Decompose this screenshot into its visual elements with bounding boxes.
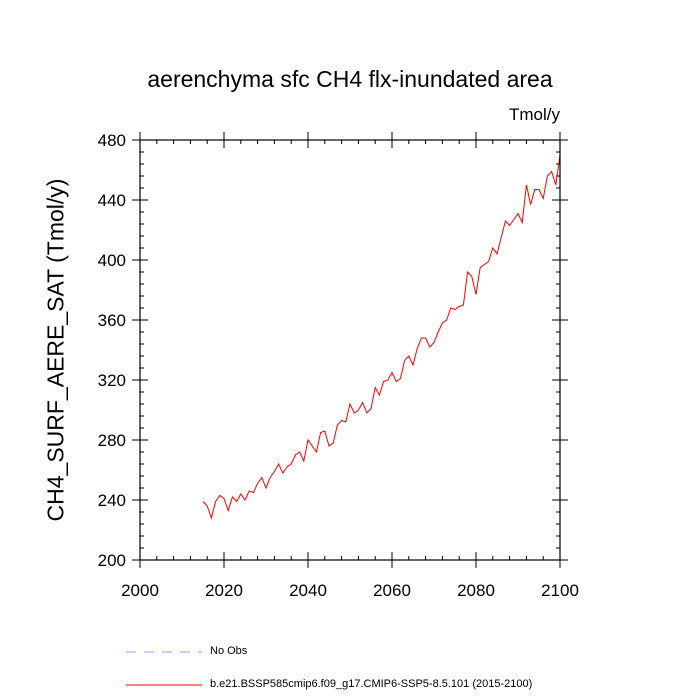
y-tick-label: 440 <box>98 191 126 210</box>
legend-label-model: b.e21.BSSP585cmip6.f09_g17.CMIP6-SSP5-8.… <box>210 678 533 690</box>
y-axis-label: CH4_SURF_AERE_SAT (Tmol/y) <box>42 178 69 522</box>
units-label: Tmol/y <box>509 105 560 124</box>
tick-labels: 2000 2020 2040 2060 2080 2100 200 240 280 320 360 4… <box>98 131 579 600</box>
legend-item-model: b.e21.BSSP585cmip6.f09_g17.CMIP6-SSP5-8.… <box>126 678 646 692</box>
legend-swatch-no-obs <box>126 651 202 653</box>
y-tick-label: 240 <box>98 491 126 510</box>
plot-frame <box>139 139 561 561</box>
y-tick-label: 200 <box>98 551 126 570</box>
legend-label-no-obs: No Obs <box>210 645 248 657</box>
x-tick-label: 2020 <box>205 581 243 600</box>
chart-title: aerenchyma sfc CH4 flx-inundated area <box>147 66 553 92</box>
x-tick-label: 2100 <box>541 581 579 600</box>
x-tick-label: 2080 <box>457 581 495 600</box>
legend-item-no-obs: No Obs <box>126 645 646 659</box>
major-ticks <box>132 132 568 568</box>
y-tick-label: 280 <box>98 431 126 450</box>
legend-swatch-model <box>126 684 202 686</box>
series-line-0 <box>202 154 561 520</box>
y-tick-label: 320 <box>98 371 126 390</box>
y-tick-label: 360 <box>98 311 126 330</box>
y-tick-label: 400 <box>98 251 126 270</box>
minor-ticks <box>140 140 560 560</box>
x-tick-label: 2040 <box>289 581 327 600</box>
x-tick-label: 2060 <box>373 581 411 600</box>
series-group <box>202 154 561 520</box>
y-tick-label: 480 <box>98 131 126 150</box>
x-tick-label: 2000 <box>121 581 159 600</box>
